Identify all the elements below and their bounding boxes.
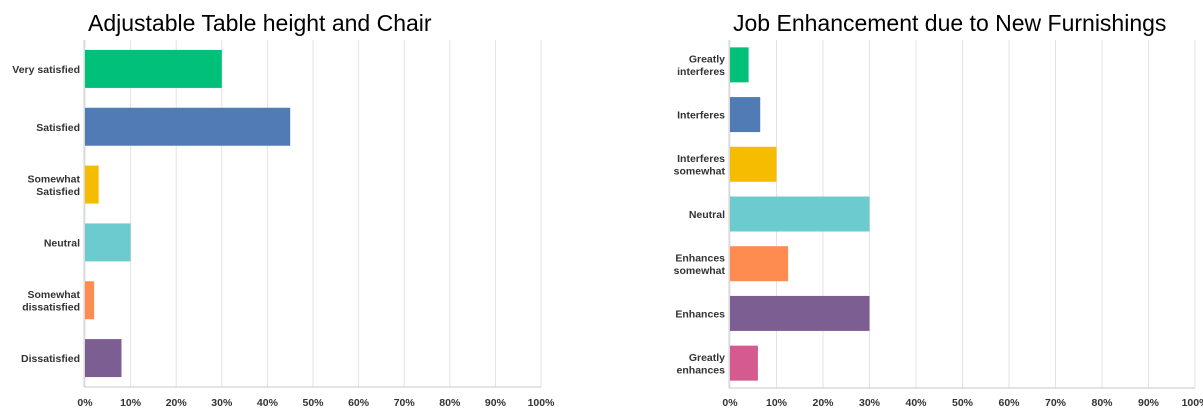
category-label: Greatly interferes: [677, 54, 725, 79]
chart-title: Adjustable Table height and Chair: [88, 10, 432, 36]
category-label: Greatly enhances: [677, 352, 726, 377]
bar: [730, 47, 749, 83]
category-label: Somewhat dissatisfied: [22, 289, 80, 314]
bar: [85, 281, 95, 320]
bar: [85, 107, 291, 146]
x-tick-label: 90%: [485, 397, 507, 409]
bar: [85, 339, 122, 378]
bar: [730, 97, 761, 133]
x-tick-label: 70%: [1045, 397, 1067, 409]
bar: [85, 49, 222, 88]
category-label: Interferes: [677, 110, 725, 122]
x-tick-label: 50%: [952, 397, 974, 409]
x-tick-label: 80%: [439, 397, 461, 409]
category-label: Somewhat Satisfied: [27, 173, 80, 198]
x-tick-label: 60%: [348, 397, 370, 409]
x-tick-label: 30%: [859, 397, 881, 409]
job-enhancement-chart: Job Enhancement due to New Furnishings 0…: [640, 0, 1203, 410]
x-tick-label: 10%: [766, 397, 788, 409]
x-tick-label: 40%: [257, 397, 279, 409]
bar: [85, 223, 131, 262]
bar: [730, 295, 870, 331]
category-label: Enhances somewhat: [674, 252, 726, 277]
category-label: Enhances: [675, 308, 725, 320]
satisfaction-chart: Adjustable Table height and Chair 0% 10% 2…: [0, 0, 560, 410]
category-label: Dissatisfied: [21, 353, 80, 365]
x-tick-label: 90%: [1138, 397, 1160, 409]
category-label: Very satisfied: [12, 64, 80, 76]
x-tick-label: 20%: [166, 397, 188, 409]
category-label: Neutral: [44, 237, 80, 249]
bar: [730, 146, 777, 182]
x-tick-label: 10%: [120, 397, 142, 409]
category-label: Satisfied: [36, 122, 80, 134]
satisfaction-chart-plot: 0% 10% 20% 30% 40% 50% 60% 70% 80% 90% 100% Very sa…: [12, 40, 556, 409]
x-tick-label: 0%: [722, 397, 738, 409]
x-tick-label: 30%: [211, 397, 233, 409]
x-tick-label: 40%: [905, 397, 927, 409]
x-tick-label: 50%: [302, 397, 324, 409]
x-tick-label: 70%: [394, 397, 416, 409]
chart-title: Job Enhancement due to New Furnishings: [733, 10, 1167, 36]
x-tick-label: 0%: [77, 397, 93, 409]
bar: [85, 165, 99, 204]
bar: [730, 196, 870, 232]
x-tick-label: 80%: [1091, 397, 1113, 409]
category-label: Neutral: [689, 209, 725, 221]
bar: [730, 345, 758, 381]
category-label: Interferes somewhat: [674, 153, 726, 178]
x-tick-label: 20%: [812, 397, 834, 409]
x-tick-label: 100%: [1182, 397, 1203, 409]
job-enhancement-chart-plot: 0% 10% 20% 30% 40% 50% 60% 70% 80% 90% 100% Greatly…: [674, 40, 1203, 409]
bar: [730, 246, 789, 282]
x-tick-label: 100%: [528, 397, 556, 409]
x-tick-label: 60%: [998, 397, 1020, 409]
